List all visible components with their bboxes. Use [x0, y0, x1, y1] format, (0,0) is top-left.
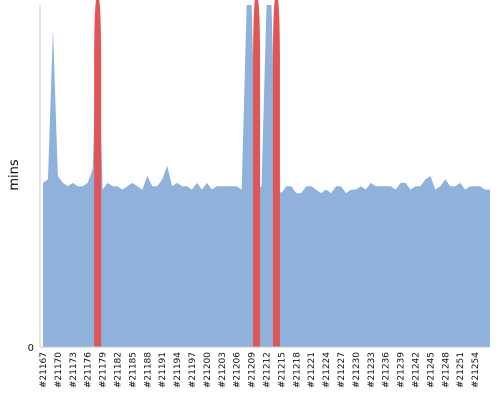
x-tick-label: #21254 — [471, 352, 481, 388]
x-tick-label: #21236 — [382, 352, 392, 388]
x-tick-label: #21248 — [441, 352, 451, 388]
x-tick-label: #21215 — [277, 352, 287, 388]
x-tick-label: #21245 — [426, 352, 436, 388]
x-tick-label: #21227 — [337, 352, 347, 388]
y-tick-label: 0 — [28, 343, 34, 354]
x-tick-label: #21176 — [84, 352, 94, 388]
x-tick-label: #21179 — [99, 352, 109, 388]
x-tick-label: #21239 — [397, 352, 407, 388]
x-tick-label: #21203 — [218, 352, 228, 388]
x-tick-label: #21197 — [188, 352, 198, 388]
x-tick-label: #21188 — [143, 352, 153, 388]
x-tick-labels: #21167 #21170 #21173 #21176 #21179 #21182 #211… — [39, 352, 481, 388]
spike-mark-2 — [253, 0, 261, 347]
spike-mark-3 — [272, 0, 280, 347]
spike-mark-1 — [94, 0, 102, 347]
x-tick-label: #21200 — [203, 352, 213, 388]
x-tick-label: #21182 — [114, 352, 124, 388]
x-tick-label: #21191 — [158, 352, 168, 388]
x-tick-label: #21206 — [233, 352, 243, 388]
x-tick-label: #21230 — [352, 352, 362, 388]
x-tick-label: #21242 — [412, 352, 422, 388]
x-tick-label: #21221 — [307, 352, 317, 388]
x-tick-label: #21167 — [39, 352, 49, 388]
x-tick-label: #21173 — [69, 352, 79, 388]
x-tick-label: #21251 — [456, 352, 466, 388]
x-tick-label: #21185 — [128, 352, 138, 388]
x-tick-label: #21170 — [54, 352, 64, 388]
x-tick-label: #21212 — [263, 352, 273, 388]
x-tick-label: #21224 — [322, 352, 332, 388]
x-tick-label: #21209 — [248, 352, 258, 388]
spike-series — [94, 0, 280, 347]
plot-area — [43, 5, 490, 347]
area-series — [43, 5, 490, 347]
x-tick-label: #21218 — [292, 352, 302, 388]
y-axis-label: mins — [7, 159, 22, 191]
x-tick-label: #21233 — [367, 352, 377, 388]
x-tick-label: #21194 — [173, 352, 183, 388]
